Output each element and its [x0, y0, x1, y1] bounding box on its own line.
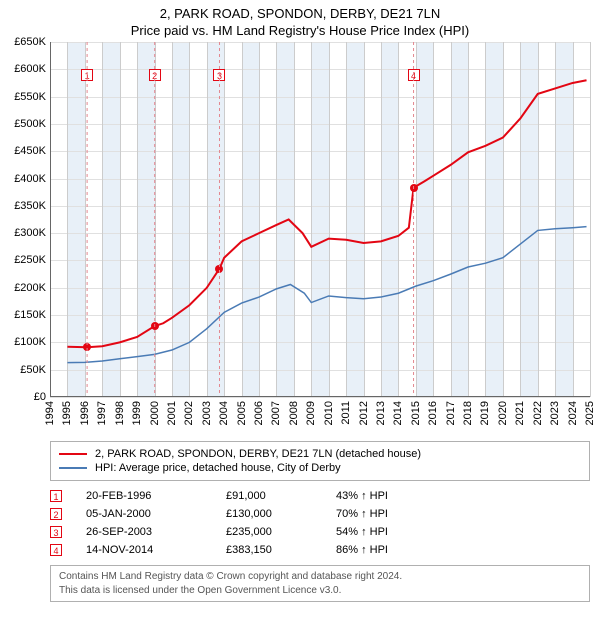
x-axis-label: 1998 — [114, 401, 126, 425]
x-axis-label: 2005 — [236, 401, 248, 425]
x-axis-label: 2000 — [149, 401, 161, 425]
legend-item: 2, PARK ROAD, SPONDON, DERBY, DE21 7LN (… — [59, 447, 581, 461]
sale-price: £383,150 — [226, 544, 336, 556]
x-axis-label: 2019 — [479, 401, 491, 425]
sale-diff: 43% ↑ HPI — [336, 490, 388, 502]
x-axis-label: 2012 — [358, 401, 370, 425]
sale-date: 26-SEP-2003 — [86, 526, 226, 538]
y-axis-label: £200K — [14, 282, 46, 294]
y-axis-label: £500K — [14, 118, 46, 130]
x-axis-label: 2003 — [201, 401, 213, 425]
sales-table: 1 20-FEB-1996£91,00043% ↑ HPI 2 05-JAN-2000… — [50, 487, 590, 559]
title-subtitle: Price paid vs. HM Land Registry's House … — [0, 21, 600, 42]
y-axis-label: £550K — [14, 91, 46, 103]
gridline — [50, 397, 590, 398]
x-axis-label: 2023 — [549, 401, 561, 425]
x-axis-label: 2024 — [567, 401, 579, 425]
sale-row-marker: 2 — [50, 508, 62, 520]
sale-row: 3 26-SEP-2003£235,00054% ↑ HPI — [50, 523, 590, 541]
x-axis-label: 2008 — [288, 401, 300, 425]
sale-diff: 54% ↑ HPI — [336, 526, 388, 538]
footer-attribution: Contains HM Land Registry data © Crown c… — [50, 565, 590, 602]
sale-row: 2 05-JAN-2000£130,00070% ↑ HPI — [50, 505, 590, 523]
x-axis-label: 2014 — [392, 401, 404, 425]
x-axis-label: 1994 — [44, 401, 56, 425]
sale-date: 05-JAN-2000 — [86, 508, 226, 520]
sale-diff: 70% ↑ HPI — [336, 508, 388, 520]
sale-row: 1 20-FEB-1996£91,00043% ↑ HPI — [50, 487, 590, 505]
x-axis-label: 2001 — [166, 401, 178, 425]
sale-row-marker: 3 — [50, 526, 62, 538]
legend-label: 2, PARK ROAD, SPONDON, DERBY, DE21 7LN (… — [95, 448, 421, 460]
series-property — [67, 80, 586, 347]
sale-price: £130,000 — [226, 508, 336, 520]
x-axis-label: 2020 — [497, 401, 509, 425]
y-axis-label: £400K — [14, 173, 46, 185]
legend-swatch — [59, 467, 87, 469]
x-axis-label: 2009 — [305, 401, 317, 425]
y-axis-label: £600K — [14, 63, 46, 75]
x-axis-label: 2021 — [514, 401, 526, 425]
x-axis-label: 2017 — [445, 401, 457, 425]
legend: 2, PARK ROAD, SPONDON, DERBY, DE21 7LN (… — [50, 441, 590, 481]
y-axis-label: £150K — [14, 309, 46, 321]
sale-diff: 86% ↑ HPI — [336, 544, 388, 556]
x-axis-label: 2004 — [218, 401, 230, 425]
year-gridline — [590, 42, 591, 397]
x-axis-label: 2022 — [532, 401, 544, 425]
x-axis-label: 2025 — [584, 401, 596, 425]
title-address: 2, PARK ROAD, SPONDON, DERBY, DE21 7LN — [0, 0, 600, 21]
x-axis-label: 2018 — [462, 401, 474, 425]
chart: £0£50K£100K£150K£200K£250K£300K£350K£400… — [50, 42, 590, 397]
x-axis-label: 2011 — [340, 401, 352, 425]
x-axis-label: 2016 — [427, 401, 439, 425]
x-axis-label: 1997 — [96, 401, 108, 425]
y-axis-label: £250K — [14, 254, 46, 266]
y-axis-label: £50K — [20, 364, 46, 376]
sale-row-marker: 1 — [50, 490, 62, 502]
sale-date: 20-FEB-1996 — [86, 490, 226, 502]
footer-line2: This data is licensed under the Open Gov… — [59, 584, 581, 598]
y-axis-label: £350K — [14, 200, 46, 212]
x-axis-label: 2007 — [270, 401, 282, 425]
series-hpi — [67, 227, 586, 363]
legend-swatch — [59, 453, 87, 455]
sale-price: £235,000 — [226, 526, 336, 538]
x-axis-label: 2002 — [183, 401, 195, 425]
y-axis-label: £650K — [14, 36, 46, 48]
x-axis-label: 1995 — [61, 401, 73, 425]
x-axis-label: 2015 — [410, 401, 422, 425]
x-axis-label: 2006 — [253, 401, 265, 425]
x-axis-label: 2010 — [323, 401, 335, 425]
x-axis-label: 2013 — [375, 401, 387, 425]
sale-date: 14-NOV-2014 — [86, 544, 226, 556]
y-axis-label: £300K — [14, 227, 46, 239]
legend-item: HPI: Average price, detached house, City… — [59, 461, 581, 475]
legend-label: HPI: Average price, detached house, City… — [95, 462, 341, 474]
y-axis-label: £100K — [14, 336, 46, 348]
x-axis-label: 1996 — [79, 401, 91, 425]
footer-line1: Contains HM Land Registry data © Crown c… — [59, 570, 581, 584]
sale-price: £91,000 — [226, 490, 336, 502]
y-axis-label: £450K — [14, 145, 46, 157]
sale-row: 4 14-NOV-2014£383,15086% ↑ HPI — [50, 541, 590, 559]
sale-row-marker: 4 — [50, 544, 62, 556]
x-axis-label: 1999 — [131, 401, 143, 425]
